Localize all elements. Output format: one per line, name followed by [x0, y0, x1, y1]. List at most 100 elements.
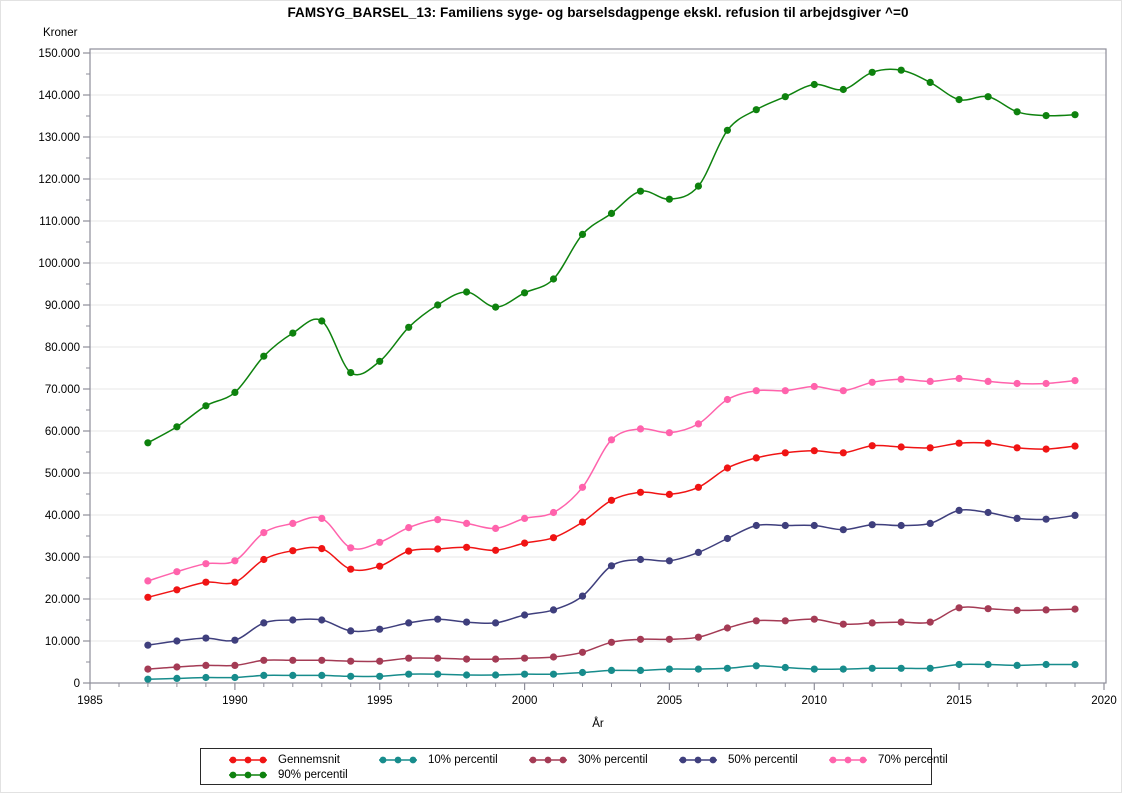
series-marker [434, 301, 442, 309]
y-tick-label: 60.000 [45, 426, 80, 438]
series-line [147, 509, 1076, 646]
legend-line-marker-icon [679, 756, 717, 763]
series-marker [781, 93, 789, 101]
series-marker [897, 618, 905, 626]
series-marker [868, 619, 876, 627]
plot-frame [89, 48, 1107, 684]
series-marker [405, 524, 413, 532]
series-marker [665, 557, 674, 565]
series-marker [260, 352, 268, 360]
series-marker [839, 665, 847, 673]
series-marker [347, 565, 355, 573]
series-marker [694, 182, 703, 190]
series-marker [318, 616, 326, 624]
series-marker [231, 557, 239, 565]
y-tick-label: 130.000 [38, 132, 80, 144]
series-marker [231, 578, 239, 586]
series-marker [463, 655, 471, 663]
series-marker [549, 606, 558, 614]
series-marker [723, 664, 732, 672]
legend-entry: 90% percentil [227, 769, 348, 781]
y-tick-label: 150.000 [38, 48, 80, 60]
series-marker [868, 521, 876, 529]
series-marker [260, 619, 268, 627]
legend-label: 30% percentil [578, 753, 648, 766]
series-marker [897, 66, 905, 74]
series-marker [636, 187, 645, 195]
y-tick-label: 30.000 [45, 552, 80, 564]
legend-line-marker-icon [829, 756, 867, 763]
series-marker [723, 534, 732, 543]
y-tick-label: 70.000 [45, 384, 80, 396]
series-marker [1013, 108, 1021, 116]
series-marker [955, 506, 963, 514]
series-marker [955, 374, 963, 383]
legend-label: Gennemsnit [278, 753, 341, 766]
series-marker [289, 519, 297, 528]
series-marker [492, 303, 500, 311]
series-marker [318, 656, 326, 664]
y-tick-label: 10.000 [45, 636, 80, 648]
series-marker [434, 615, 442, 623]
series-line [147, 606, 1076, 670]
series-marker [231, 661, 239, 670]
series-marker [868, 442, 876, 450]
legend-line-marker-icon [229, 756, 267, 763]
series-marker [839, 387, 847, 395]
series-marker [1013, 606, 1021, 614]
series-marker [376, 538, 384, 546]
series-marker [665, 429, 674, 437]
series-marker [549, 275, 558, 283]
series-marker [781, 449, 789, 457]
series-marker [781, 663, 789, 672]
series-marker [173, 674, 181, 683]
series-marker [897, 664, 905, 672]
y-tick-label: 110.000 [39, 216, 80, 228]
series-marker [752, 617, 760, 625]
series-marker [1042, 379, 1050, 388]
series-marker [521, 539, 529, 547]
series-marker [492, 546, 500, 554]
series-marker [202, 673, 210, 682]
series-marker [1042, 515, 1050, 523]
series-marker [926, 519, 934, 528]
series-marker [173, 637, 181, 645]
series-marker [376, 562, 384, 570]
y-tick-label: 80.000 [45, 342, 80, 354]
series-marker [636, 635, 645, 643]
series-marker [1042, 660, 1050, 669]
series-marker [578, 230, 587, 238]
series-line [147, 377, 1076, 582]
series-marker [868, 378, 876, 386]
series-marker [405, 670, 413, 678]
series-marker [549, 534, 558, 542]
series-marker [926, 377, 934, 385]
series-marker [347, 627, 355, 635]
series-marker [926, 618, 934, 626]
series-marker [173, 663, 181, 671]
series-marker [578, 648, 587, 656]
series-marker [463, 671, 471, 679]
series-marker [463, 288, 471, 296]
series-marker [694, 420, 703, 428]
series-marker [810, 665, 818, 673]
chart-title: FAMSYG_BARSEL_13: Familiens syge- og bar… [287, 5, 909, 20]
series-marker [810, 80, 818, 89]
series-marker [839, 449, 847, 457]
series-marker [521, 514, 529, 523]
series-marker [636, 666, 645, 675]
series-marker [665, 195, 674, 203]
series-marker [347, 672, 355, 680]
series-marker [984, 508, 992, 517]
y-tick-label: 20.000 [45, 594, 80, 606]
y-axis-unit-label: Kroner [43, 27, 78, 39]
series-marker [144, 665, 152, 673]
series-marker [694, 483, 703, 491]
series-marker [144, 593, 152, 601]
series-marker [1071, 442, 1079, 450]
series-marker [549, 653, 558, 661]
series-marker [405, 654, 413, 662]
legend-entry: Gennemsnit [227, 754, 377, 766]
series-marker [434, 670, 442, 678]
